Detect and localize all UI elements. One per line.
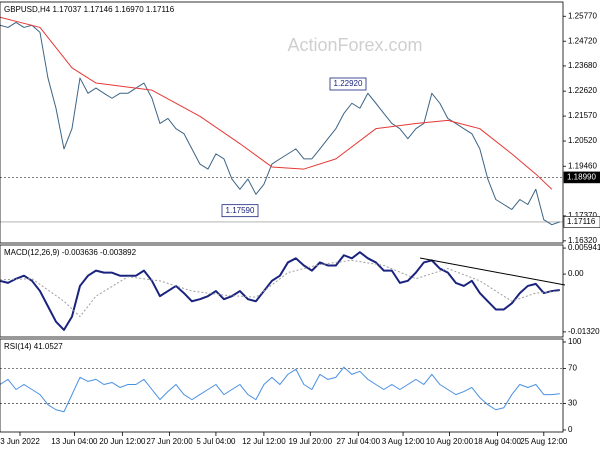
- macd-trendline: [419, 257, 566, 286]
- annotation-label: 1.22920: [334, 79, 363, 88]
- x-tick-label: 20 Jun 12:00: [99, 437, 146, 446]
- panel-title: RSI(14) 41.0527: [4, 342, 63, 351]
- y-tick-label: 1.23680: [568, 61, 597, 70]
- x-tick-label: 27 Jun 20:00: [146, 437, 193, 446]
- panel-border: [0, 244, 564, 338]
- level-label: 1.17116: [567, 217, 596, 226]
- y-tick-label: 100: [568, 337, 582, 346]
- level-label-box: [563, 171, 600, 184]
- y-tick-label: 1.19460: [568, 161, 597, 170]
- y-tick-label: 1.17370: [568, 211, 597, 220]
- y-tick-label: 0.005941: [568, 243, 600, 252]
- y-tick-label: 70: [568, 363, 577, 372]
- y-tick-label: 1.21570: [568, 111, 597, 120]
- series-line: [0, 251, 560, 331]
- y-tick-label: 0: [568, 425, 573, 434]
- x-tick-label: 13 Jun 04:00: [51, 437, 98, 446]
- y-tick-label: 1.25770: [568, 11, 597, 20]
- series-line: [0, 259, 560, 318]
- x-tick-label: 3 Aug 12:00: [382, 437, 425, 446]
- annotation-box: [329, 77, 367, 91]
- x-tick-label: 3 Jun 2022: [0, 437, 40, 446]
- x-tick-label: 18 Aug 04:00: [474, 437, 522, 446]
- x-tick-label: 12 Jul 12:00: [242, 437, 286, 446]
- y-tick-label: 1.16320: [568, 236, 597, 245]
- watermark: ActionForex.com: [287, 35, 422, 55]
- x-tick-label: 27 Jul 04:00: [336, 437, 380, 446]
- panel-border: [0, 1, 564, 244]
- series-line: [0, 21, 560, 226]
- x-tick-label: 10 Aug 20:00: [426, 437, 474, 446]
- x-tick-label: 5 Jul 04:00: [196, 437, 236, 446]
- x-tick-label: 19 Jul 20:00: [288, 437, 332, 446]
- y-tick-label: 0.00: [568, 269, 584, 278]
- y-tick-label: 1.24720: [568, 36, 597, 45]
- y-tick-label: -0.013207: [568, 327, 600, 336]
- series-line: [0, 16, 553, 190]
- y-tick-label: 1.22620: [568, 86, 597, 95]
- series-line: [0, 366, 560, 413]
- y-tick-label: 1.20520: [568, 136, 597, 145]
- x-tick-label: 25 Aug 12:00: [520, 437, 568, 446]
- level-label-box: [563, 216, 600, 228]
- annotation-box: [221, 204, 259, 218]
- y-tick-label: 30: [568, 399, 577, 408]
- level-label: 1.18990: [567, 173, 596, 182]
- annotation-label: 1.17590: [226, 206, 255, 215]
- panel-border: [0, 338, 564, 433]
- panel-title: MACD(12,26,9) -0.003636 -0.003892: [4, 248, 137, 257]
- panel-title: GBPUSD,H4 1.17037 1.17146 1.16970 1.1711…: [4, 5, 175, 14]
